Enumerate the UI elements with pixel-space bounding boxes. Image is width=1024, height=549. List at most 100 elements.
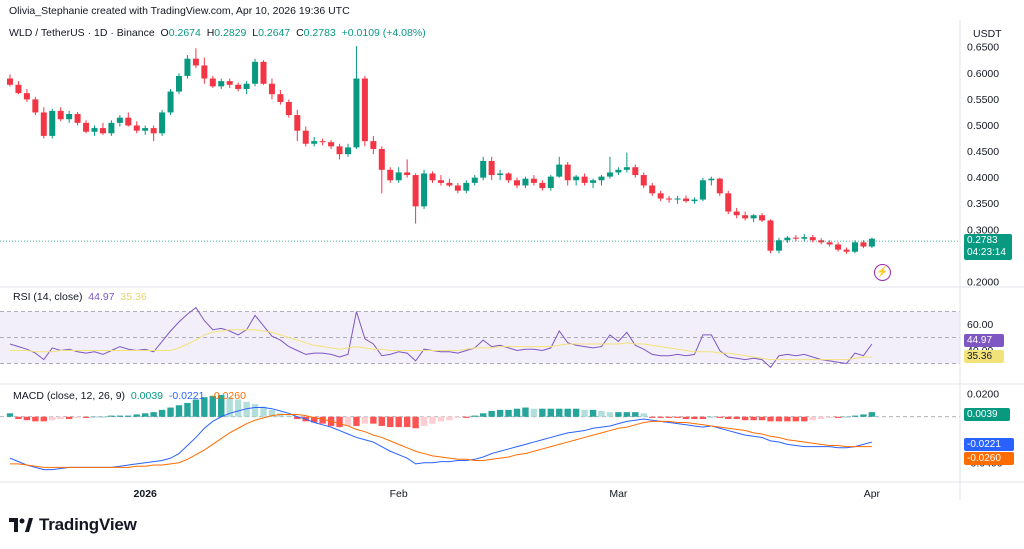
macd-histogram-bar <box>74 416 81 418</box>
macd-histogram-bar <box>733 416 740 420</box>
candle-body <box>446 182 453 186</box>
signal-tag: -0.0260 <box>964 452 1014 465</box>
macd-histogram-bar <box>319 416 326 424</box>
candle-body <box>666 198 673 200</box>
macd-histogram-bar <box>294 416 301 420</box>
macd-tag: -0.0221 <box>964 438 1014 451</box>
candle-body <box>7 78 13 85</box>
candle-body <box>345 147 351 155</box>
candle-body <box>57 110 64 120</box>
time-tick-label: Apr <box>864 488 881 500</box>
candle-body <box>775 240 782 251</box>
candle-body <box>311 141 318 144</box>
candle-body <box>361 78 368 142</box>
macd-histogram-bar <box>378 416 385 426</box>
candle-body <box>260 61 267 84</box>
macd-histogram-bar <box>65 416 73 420</box>
macd-histogram-bar <box>792 416 800 422</box>
candle-body <box>353 78 360 148</box>
macd-histogram-bar <box>336 416 343 428</box>
candle-body <box>699 180 706 200</box>
candle-body <box>649 185 656 194</box>
candle-body <box>843 249 850 252</box>
macd-histogram-bar <box>150 412 157 417</box>
macd-histogram-bar <box>488 411 495 417</box>
candle-body <box>201 65 208 79</box>
macd-histogram-bar <box>868 412 876 417</box>
candle-body <box>328 142 335 147</box>
macd-histogram-bar <box>665 416 673 418</box>
candle-body <box>471 177 478 183</box>
candle-body <box>454 185 461 191</box>
macd-histogram-bar <box>682 416 690 420</box>
macd-histogram-bar <box>547 408 554 417</box>
ohlc-open: 0.2674 <box>168 27 201 39</box>
macd-histogram-bar <box>429 416 436 424</box>
candle-body <box>437 180 444 183</box>
candle-body <box>378 148 385 170</box>
candle-body <box>598 176 605 181</box>
macd-hist-value: 0.0039 <box>130 390 164 402</box>
rsi-legend[interactable]: RSI (14, close) 44.97 35.36 <box>13 291 147 303</box>
candle-body <box>387 169 394 181</box>
macd-histogram-bar <box>750 416 757 421</box>
symbol-name[interactable]: WLD / TetherUS · 1D · Binance <box>9 27 155 39</box>
candle-body <box>657 193 664 199</box>
macd-histogram-bar <box>623 412 631 417</box>
rsi-value-tag: 44.97 <box>964 334 1004 347</box>
macd-histogram-bar <box>260 406 267 417</box>
macd-histogram-bar <box>615 412 622 417</box>
candle-body <box>640 175 647 186</box>
macd-histogram-bar <box>158 409 166 417</box>
candle-body <box>218 81 225 87</box>
symbol-info-line: WLD / TetherUS · 1D · Binance O0.2674 H0… <box>9 27 426 39</box>
candle-body <box>395 172 402 181</box>
candle-body <box>268 83 275 95</box>
candle-body <box>404 172 411 176</box>
macd-legend[interactable]: MACD (close, 12, 26, 9) 0.0039 -0.0221 -… <box>13 390 246 402</box>
macd-histogram-bar <box>598 411 605 417</box>
macd-histogram-bar <box>23 416 31 421</box>
candle-body <box>209 78 216 87</box>
candle-body <box>252 61 259 84</box>
candle-body <box>556 164 563 177</box>
macd-tick-label: 0.0200 <box>967 388 999 400</box>
lightning-icon[interactable]: ⚡ <box>874 264 891 281</box>
macd-histogram-bar <box>758 416 766 421</box>
rsi-ma-value: 35.36 <box>120 291 147 303</box>
macd-histogram-bar <box>640 413 647 417</box>
time-tick-label: 2026 <box>134 488 158 500</box>
candle-body <box>235 84 242 89</box>
macd-histogram-bar <box>370 416 377 424</box>
candle-body <box>623 167 630 170</box>
macd-histogram-bar <box>674 416 681 418</box>
macd-histogram-bar <box>649 416 656 418</box>
macd-histogram-bar <box>6 413 14 417</box>
candle-body <box>632 167 639 176</box>
macd-histogram-bar <box>530 408 538 417</box>
macd-histogram-bar <box>826 416 833 418</box>
candle-body <box>116 117 123 123</box>
candle-body <box>32 99 39 113</box>
candle-body <box>277 94 284 102</box>
time-tick-label: Feb <box>390 488 408 500</box>
candle-body <box>784 237 791 241</box>
candle-body <box>133 125 140 131</box>
price-tick-label: 0.4500 <box>967 146 999 158</box>
rsi-tick-label: 60.00 <box>967 319 993 331</box>
candle-body <box>285 102 292 116</box>
macd-histogram-bar <box>860 414 867 417</box>
last-price: 0.2783 <box>967 235 998 246</box>
candle-body <box>547 176 554 189</box>
candle-body <box>683 198 689 202</box>
macd-histogram-bar <box>15 416 22 420</box>
macd-histogram-bar <box>125 415 132 417</box>
macd-histogram-bar <box>277 413 284 417</box>
macd-histogram-bar <box>243 401 250 417</box>
rsi-title: RSI (14, close) <box>13 291 83 303</box>
macd-histogram-bar <box>40 416 47 422</box>
candle-body <box>759 215 766 221</box>
candle-body <box>336 146 343 155</box>
macd-histogram-bar <box>708 416 715 418</box>
